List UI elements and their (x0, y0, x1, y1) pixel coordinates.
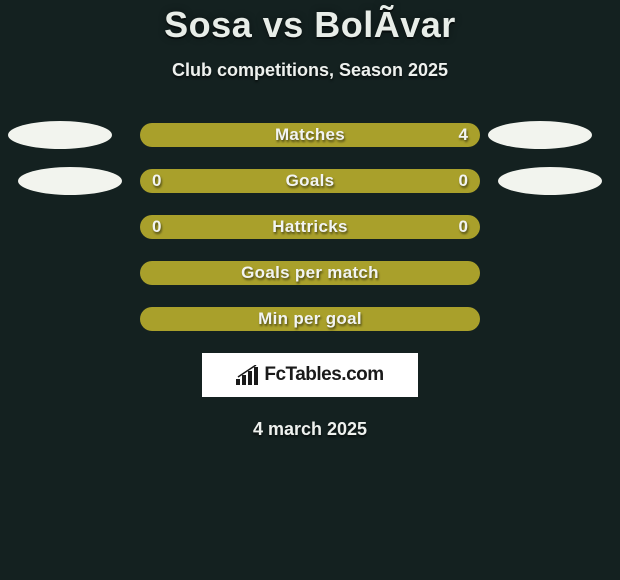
stat-label: Min per goal (258, 309, 362, 329)
date-text: 4 march 2025 (0, 419, 620, 440)
stat-bar: 0 Goals 0 (140, 169, 480, 193)
bars-chart-icon (236, 365, 258, 385)
stat-value-right: 0 (459, 171, 468, 191)
row-hattricks: 0 Hattricks 0 (0, 215, 620, 239)
stat-bar: Min per goal (140, 307, 480, 331)
stat-value-right: 0 (459, 217, 468, 237)
stat-label: Matches (275, 125, 345, 145)
stat-bar: 0 Hattricks 0 (140, 215, 480, 239)
avatar-ellipse-left (18, 167, 122, 195)
page-title: Sosa vs BolÃ­var (0, 4, 620, 46)
stat-bar: Goals per match (140, 261, 480, 285)
stat-value-right: 4 (459, 125, 468, 145)
widget-container: Sosa vs BolÃ­var Club competitions, Seas… (0, 0, 620, 580)
stat-value-left: 0 (152, 171, 161, 191)
stat-bar: Matches 4 (140, 123, 480, 147)
logo-text: FcTables.com (264, 364, 383, 386)
row-min-per-goal: Min per goal (0, 307, 620, 331)
fctables-logo-link[interactable]: FcTables.com (202, 353, 418, 397)
avatar-ellipse-right (498, 167, 602, 195)
stats-rows: Matches 4 0 Goals 0 0 Hattricks 0 (0, 123, 620, 331)
stat-value-left: 0 (152, 217, 161, 237)
stat-label: Goals per match (241, 263, 379, 283)
stat-label: Goals (286, 171, 335, 191)
stat-label: Hattricks (272, 217, 347, 237)
row-goals: 0 Goals 0 (0, 169, 620, 193)
avatar-ellipse-left (8, 121, 112, 149)
row-goals-per-match: Goals per match (0, 261, 620, 285)
avatar-ellipse-right (488, 121, 592, 149)
row-matches: Matches 4 (0, 123, 620, 147)
subtitle: Club competitions, Season 2025 (0, 60, 620, 81)
